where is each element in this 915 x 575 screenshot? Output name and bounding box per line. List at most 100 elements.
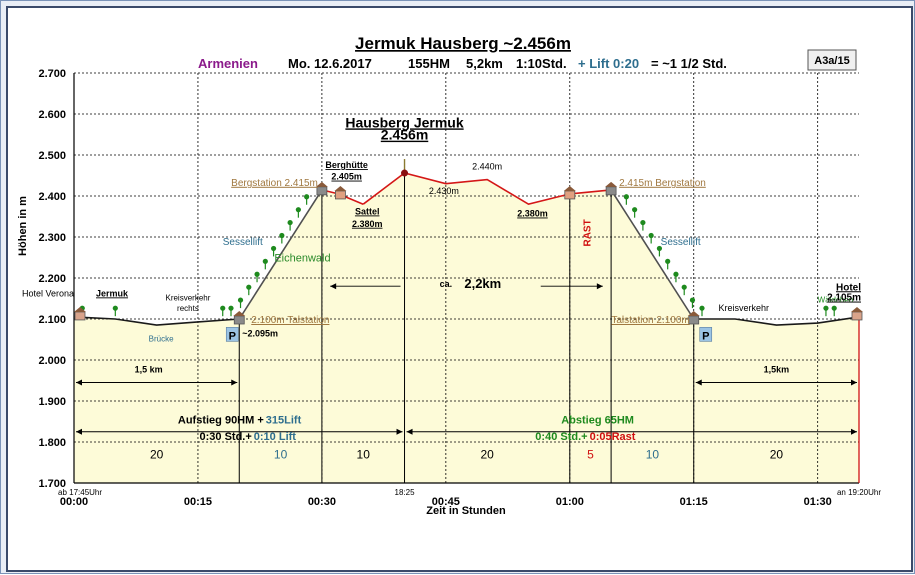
subtitle-ascent: 155HM: [408, 56, 450, 71]
tree-icon: [246, 284, 252, 290]
descent-arrow-head-left: [406, 428, 413, 435]
bergstation-icon: [316, 186, 328, 196]
y-tick-label: 2.300: [38, 232, 66, 244]
y-tick-label: 2.200: [38, 273, 66, 285]
rast-hut-icon-roof: [563, 185, 576, 191]
tree-icon: [681, 284, 687, 290]
tree-icon: [640, 219, 646, 226]
label-talstation-left-height: ~2.095m: [242, 328, 278, 338]
section-minutes-label: 10: [274, 447, 288, 461]
distance-arrow-left-head-left: [76, 379, 82, 386]
label-summit-height: 2.456m: [381, 127, 428, 143]
label-abstieg-time: 0:40 Std.+: [535, 431, 587, 443]
tree-icon: [673, 271, 679, 277]
section-minutes-label: 10: [357, 447, 371, 461]
y-tick-label: 1.800: [38, 437, 66, 449]
elevation-profile-chart: Jermuk Hausberg ~2.456m Armenien Mo. 12.…: [17, 34, 881, 517]
tree-icon: [823, 305, 829, 311]
label-aufstieg-time: 0:30 Std.+: [200, 431, 252, 443]
berghuette-icon: [335, 190, 346, 200]
hotel-icon: [851, 311, 863, 321]
walk-line-end: [693, 316, 860, 326]
tree-icon: [295, 207, 301, 213]
x-axis-label: Zeit in Stunden: [426, 505, 506, 517]
lift-line-up: [238, 189, 323, 320]
tree-icon: [699, 305, 705, 311]
subtitle-time: 1:10Std.: [516, 56, 567, 71]
subtitle-distance: 5,2km: [466, 56, 503, 71]
label-kreisverkehr-left: Kreisverkehr: [165, 294, 210, 303]
tree-icon: [228, 305, 234, 311]
y-tick-label: 1.700: [38, 478, 66, 490]
label-talstation-left: 2.100m Talstation: [251, 315, 329, 326]
talstation-icon: [688, 315, 700, 325]
section-minutes-label: 10: [646, 447, 660, 461]
badge-label: A3a/15: [814, 55, 849, 67]
label-talstation-right: Talstation 2.100m: [611, 315, 689, 326]
hotel-icon-roof: [851, 306, 863, 312]
distance-arrow-left-head-right: [231, 379, 238, 386]
tree-icon: [665, 258, 671, 264]
summit-marker: [401, 169, 409, 177]
x-tick-label: 00:15: [184, 496, 212, 508]
berghuette-icon-roof: [334, 185, 347, 191]
label-point-2440: 2.440m: [472, 161, 502, 171]
section-minutes-label: 20: [480, 447, 494, 461]
tree-icon: [831, 305, 837, 311]
label-kreisverkehr-rechts: rechts: [177, 304, 199, 313]
y-tick-label: 1.900: [38, 396, 66, 408]
label-jermuk: Jermuk: [96, 288, 129, 298]
profile-area: [74, 173, 859, 483]
label-start-time: ab 17:45Uhr: [58, 488, 102, 497]
label-hotel-end-height: 2.105m: [827, 293, 861, 304]
talstation-icon-roof: [233, 311, 246, 316]
tree-icon: [689, 297, 696, 303]
hotel-icon-roof: [74, 306, 86, 312]
tree-icon: [220, 305, 226, 311]
x-tick-label: 01:15: [680, 496, 708, 508]
ascent-arrow-head-left: [76, 428, 82, 435]
parking-icon: [225, 327, 239, 342]
label-distance-left: 1,5 km: [135, 364, 163, 374]
bergstation-icon: [605, 186, 617, 196]
walk-line-start: [73, 316, 240, 326]
subtitle-date: Mo. 12.6.2017: [288, 56, 372, 71]
label-rast: RAST: [582, 219, 593, 246]
tree-icon: [304, 194, 310, 200]
label-end-time: an 19:20Uhr: [837, 488, 881, 497]
chart-panel: Jermuk Hausberg ~2.456m Armenien Mo. 12.…: [6, 6, 913, 572]
label-mid-time: 18:25: [395, 488, 416, 497]
tree-icon: [287, 219, 293, 226]
bergstation-icon-roof: [605, 181, 618, 187]
label-hotel-end: Hotel: [836, 282, 861, 293]
label-berghuette: Berghütte: [325, 160, 368, 170]
y-tick-label: 2.700: [38, 68, 66, 80]
x-tick-label: 00:00: [60, 496, 88, 508]
label-distance-mid: 2,2km: [464, 276, 501, 291]
chart-title: Jermuk Hausberg ~2.456m: [355, 34, 571, 53]
label-aufstieg-lift-time: 0:10 Lift: [254, 431, 297, 443]
distance-arrow-right-head-right: [851, 379, 857, 386]
y-tick-label: 2.500: [38, 150, 66, 162]
label-bruecke: Brücke: [149, 335, 174, 344]
talstation-icon: [233, 315, 245, 325]
tree-icon: [632, 207, 638, 213]
label-sessellift-left: Sessellift: [223, 237, 263, 248]
tree-icon: [254, 271, 260, 277]
label-point-2380: 2.380m: [517, 209, 548, 219]
y-tick-label: 2.000: [38, 355, 66, 367]
tree-icon: [262, 258, 268, 264]
talstation-icon-roof: [687, 311, 700, 316]
parking-icon: [699, 327, 713, 342]
label-abstieg-rast: 0:05Rast: [590, 431, 636, 443]
tree-icon: [648, 232, 654, 239]
distance-arrow-mid-right-head: [596, 283, 603, 290]
x-tick-label: 00:30: [308, 496, 336, 508]
x-tick-label: 01:00: [556, 496, 584, 508]
section-minutes-label: 5: [587, 447, 594, 461]
tree-icon: [112, 305, 118, 311]
label-sessellift-right: Sessellift: [661, 237, 701, 248]
label-berghuette-height: 2.405m: [331, 172, 362, 182]
distance-arrow-mid-left-head: [330, 283, 337, 290]
tree-icon: [279, 232, 285, 239]
